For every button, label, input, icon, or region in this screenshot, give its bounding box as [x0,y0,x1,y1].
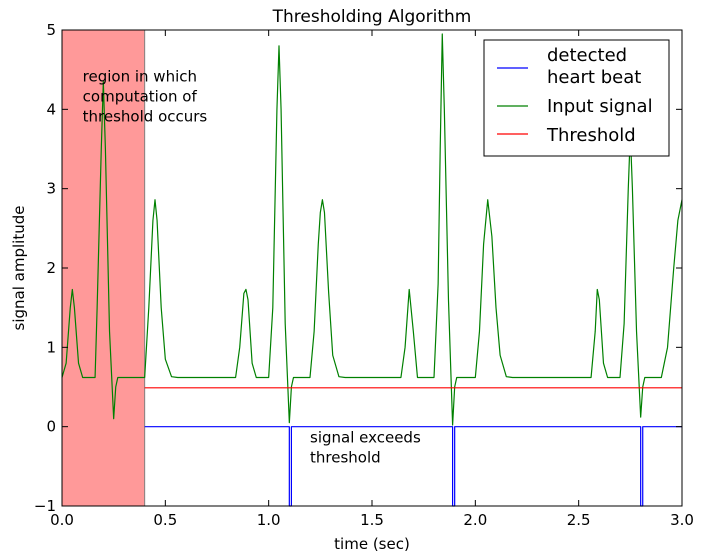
annotation-line: threshold occurs [83,108,208,126]
threshold-computation-region [62,30,145,506]
chart-title: Thresholding Algorithm [272,7,472,27]
annotation-line: threshold [310,449,381,467]
legend-label-detected-heart-beat-line1: detected [547,45,627,66]
legend-label-detected-heart-beat: detected heart beat [547,45,641,88]
x-tick-label: 0.5 [153,511,177,529]
annotation-line: signal exceeds [310,429,421,447]
x-tick-label: 2.5 [567,511,591,529]
y-tick-label: 0 [46,418,56,436]
legend-label-detected-heart-beat-line2: heart beat [547,67,641,88]
y-tick-label: −1 [34,497,56,515]
x-tick-label: 1.5 [360,511,384,529]
y-tick-label: 5 [46,21,56,39]
x-tick-label: 0.0 [50,511,74,529]
annotation-line: computation of [83,88,198,106]
x-tick-label: 2.0 [463,511,487,529]
x-tick-label: 3.0 [670,511,694,529]
y-tick-label: 3 [46,180,56,198]
y-tick-label: 4 [46,100,56,118]
x-axis-label: time (sec) [334,535,410,553]
y-axis-label: signal amplitude [10,206,28,331]
annotation-line: region in which [83,68,197,86]
series-line-input-signal [61,33,683,426]
legend: detected heart beat Input signal Thresho… [483,39,670,157]
legend-box [483,39,670,157]
annotation-text: region in which computation of threshold o… [83,68,208,126]
x-tick-label: 1.0 [257,511,281,529]
annotation-text: signal exceeds threshold [310,429,421,467]
y-tick-label: 1 [46,338,56,356]
y-tick-label: 2 [46,259,56,277]
legend-label-input-signal: Input signal [547,96,653,117]
legend-label-threshold: Threshold [546,125,636,146]
